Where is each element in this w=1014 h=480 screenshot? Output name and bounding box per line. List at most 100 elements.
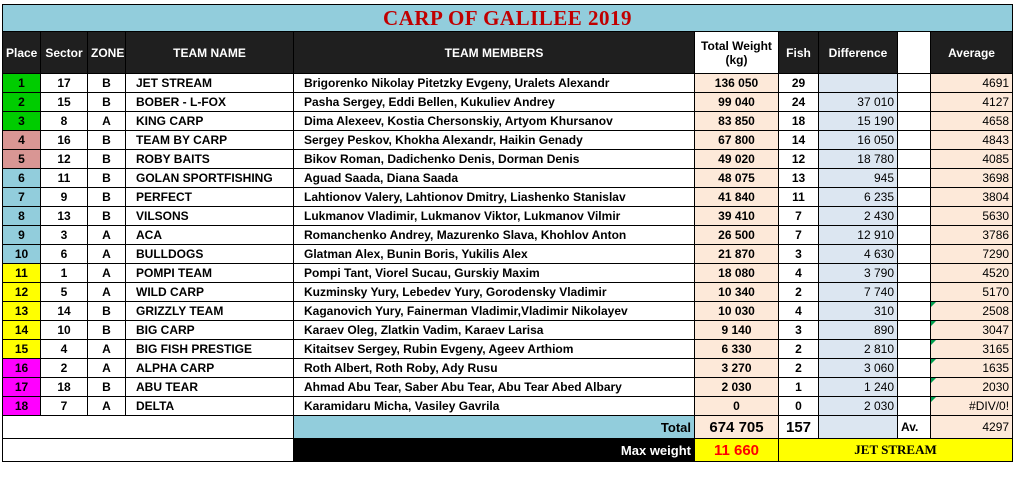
- team-name-cell: KING CARP: [125, 111, 294, 131]
- place-cell: 10: [2, 244, 41, 264]
- zone-cell: B: [87, 130, 126, 150]
- difference-cell: 4 630: [818, 244, 898, 264]
- average-cell: 1635: [929, 358, 1014, 378]
- fish-cell: 0: [778, 396, 819, 416]
- header-average: Average: [929, 31, 1014, 74]
- header-sector: Sector: [40, 31, 88, 74]
- team-members-cell: Karamidaru Micha, Vasiley Gavrila: [293, 396, 695, 416]
- average-cell: 4843: [929, 130, 1014, 150]
- total-weight-cell: 18 080: [694, 263, 779, 283]
- total-weight-cell: 49 020: [694, 149, 779, 169]
- difference-cell: 2 430: [818, 206, 898, 226]
- team-members-cell: Ahmad Abu Tear, Saber Abu Tear, Abu Tear…: [293, 377, 695, 397]
- difference-cell: 890: [818, 320, 898, 340]
- team-name-cell: ABU TEAR: [125, 377, 294, 397]
- max-weight-value: 11 660: [694, 438, 779, 462]
- table-row: 10 6 A BULLDOGS Glatman Alex, Bunin Boris, Y…: [2, 244, 1014, 264]
- place-cell: 14: [2, 320, 41, 340]
- sector-cell: 1: [40, 263, 88, 283]
- blank-cell: [897, 301, 931, 321]
- total-difference-empty: [818, 415, 898, 439]
- header-zone: ZONE: [87, 31, 126, 74]
- team-members-cell: Pasha Sergey, Eddi Bellen, Kukuliev Andr…: [293, 92, 695, 112]
- team-name-cell: GRIZZLY TEAM: [125, 301, 294, 321]
- fish-cell: 3: [778, 244, 819, 264]
- sector-cell: 14: [40, 301, 88, 321]
- header-team-name: TEAM NAME: [125, 31, 294, 74]
- team-members-cell: Lukmanov Vladimir, Lukmanov Viktor, Lukm…: [293, 206, 695, 226]
- fish-cell: 2: [778, 282, 819, 302]
- average-cell: 4520: [929, 263, 1014, 283]
- max-weight-team: JET STREAM: [777, 438, 1014, 462]
- difference-cell: 2 030: [818, 396, 898, 416]
- place-cell: 6: [2, 168, 41, 188]
- blank-cell: [897, 187, 931, 207]
- difference-cell: 2 810: [818, 339, 898, 359]
- average-cell: 4127: [929, 92, 1014, 112]
- table-row: 4 16 B TEAM BY CARP Sergey Peskov, Khokha Al…: [2, 130, 1014, 150]
- fish-cell: 3: [778, 320, 819, 340]
- team-name-cell: ROBY BAITS: [125, 149, 294, 169]
- header-fish: Fish: [778, 31, 819, 74]
- sector-cell: 12: [40, 149, 88, 169]
- average-cell: 2030: [929, 377, 1014, 397]
- zone-cell: B: [87, 377, 126, 397]
- team-members-cell: Sergey Peskov, Khokha Alexandr, Haikin G…: [293, 130, 695, 150]
- place-cell: 5: [2, 149, 41, 169]
- sector-cell: 5: [40, 282, 88, 302]
- blank-cell: [897, 377, 931, 397]
- sector-cell: 4: [40, 339, 88, 359]
- blank-cell: [897, 92, 931, 112]
- sector-cell: 8: [40, 111, 88, 131]
- place-cell: 13: [2, 301, 41, 321]
- zone-cell: B: [87, 187, 126, 207]
- total-av-label: Av.: [897, 415, 931, 439]
- blank-cell: [897, 320, 931, 340]
- total-weight-cell: 99 040: [694, 92, 779, 112]
- total-weight-cell: 6 330: [694, 339, 779, 359]
- blank-cell: [897, 244, 931, 264]
- total-weight-cell: 10 340: [694, 282, 779, 302]
- place-cell: 2: [2, 92, 41, 112]
- zone-cell: A: [87, 244, 126, 264]
- blank-cell: [897, 130, 931, 150]
- header-blank: [897, 31, 931, 74]
- difference-cell: 3 790: [818, 263, 898, 283]
- zone-cell: B: [87, 301, 126, 321]
- place-cell: 1: [2, 73, 41, 93]
- total-weight-cell: 39 410: [694, 206, 779, 226]
- table-title: CARP OF GALILEE 2019: [1, 4, 1014, 32]
- sector-cell: 2: [40, 358, 88, 378]
- total-label: Total: [293, 415, 695, 439]
- total-row: Total 674 705 157 Av. 4297: [2, 415, 1014, 439]
- fish-cell: 14: [778, 130, 819, 150]
- team-name-cell: WILD CARP: [125, 282, 294, 302]
- team-name-cell: TEAM BY CARP: [125, 130, 294, 150]
- total-weight-cell: 3 270: [694, 358, 779, 378]
- team-members-cell: Pompi Tant, Viorel Sucau, Gurskiy Maxim: [293, 263, 695, 283]
- fish-cell: 2: [778, 358, 819, 378]
- team-members-cell: Romanchenko Andrey, Mazurenko Slava, Kho…: [293, 225, 695, 245]
- total-weight-cell: 136 050: [694, 73, 779, 93]
- team-members-cell: Kitaitsev Sergey, Rubin Evgeny, Ageev Ar…: [293, 339, 695, 359]
- table-row: 17 18 B ABU TEAR Ahmad Abu Tear, Saber Abu T…: [2, 377, 1014, 397]
- results-table: CARP OF GALILEE 2019 Place Sector ZONE T…: [1, 4, 1014, 462]
- sector-cell: 3: [40, 225, 88, 245]
- total-weight-cell: 21 870: [694, 244, 779, 264]
- average-cell: 2508: [929, 301, 1014, 321]
- table-row: 9 3 A ACA Romanchenko Andrey, Mazurenko Slav…: [2, 225, 1014, 245]
- blank-cell: [897, 111, 931, 131]
- fish-cell: 7: [778, 206, 819, 226]
- blank-cell: [897, 149, 931, 169]
- table-row: 5 12 B ROBY BAITS Bikov Roman, Dadichenko De…: [2, 149, 1014, 169]
- zone-cell: B: [87, 206, 126, 226]
- difference-cell: 12 910: [818, 225, 898, 245]
- difference-cell: 6 235: [818, 187, 898, 207]
- team-members-cell: Glatman Alex, Bunin Boris, Yukilis Alex: [293, 244, 695, 264]
- fish-cell: 13: [778, 168, 819, 188]
- average-cell: 3047: [929, 320, 1014, 340]
- place-cell: 15: [2, 339, 41, 359]
- average-cell: 3786: [929, 225, 1014, 245]
- fish-cell: 4: [778, 263, 819, 283]
- table-row: 6 11 B GOLAN SPORTFISHING Aguad Saada, Diana…: [2, 168, 1014, 188]
